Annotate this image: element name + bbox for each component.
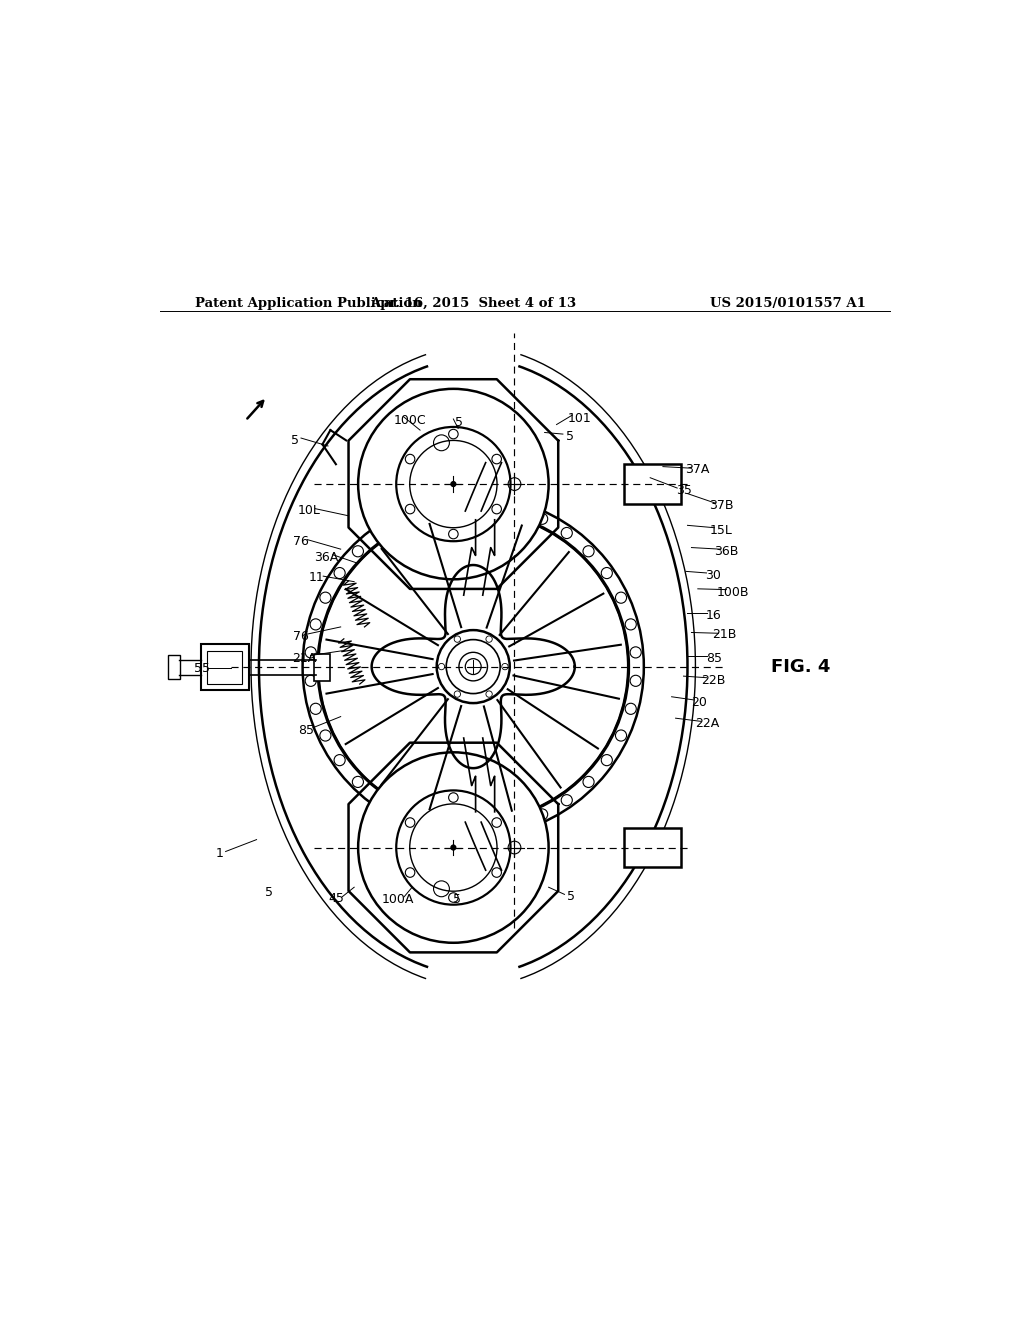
- Circle shape: [465, 659, 481, 675]
- Text: 16: 16: [706, 609, 722, 622]
- Text: 15L: 15L: [710, 524, 732, 537]
- Text: 10L: 10L: [298, 504, 321, 516]
- Text: 21A: 21A: [292, 652, 316, 665]
- Text: 37A: 37A: [685, 463, 710, 477]
- Circle shape: [449, 529, 458, 539]
- Circle shape: [502, 664, 508, 669]
- Circle shape: [615, 593, 627, 603]
- Bar: [624, 828, 681, 867]
- Circle shape: [436, 630, 510, 704]
- Circle shape: [425, 503, 436, 515]
- Circle shape: [374, 795, 385, 805]
- Text: 22A: 22A: [695, 717, 720, 730]
- Text: 21B: 21B: [713, 628, 737, 642]
- Bar: [168, 656, 180, 680]
- Circle shape: [626, 619, 636, 630]
- Circle shape: [630, 647, 641, 657]
- Circle shape: [561, 795, 572, 805]
- Text: 101: 101: [567, 412, 592, 425]
- Text: Apr. 16, 2015  Sheet 4 of 13: Apr. 16, 2015 Sheet 4 of 13: [370, 297, 577, 310]
- Text: FIG. 4: FIG. 4: [771, 657, 830, 676]
- Circle shape: [492, 867, 502, 878]
- Text: 37B: 37B: [710, 499, 734, 512]
- Circle shape: [601, 568, 612, 578]
- Circle shape: [486, 690, 493, 697]
- Text: 5: 5: [567, 890, 574, 903]
- Text: 85: 85: [299, 723, 314, 737]
- Circle shape: [492, 454, 502, 463]
- Circle shape: [510, 818, 521, 830]
- Text: 100B: 100B: [717, 586, 749, 598]
- Circle shape: [492, 818, 502, 828]
- Circle shape: [406, 818, 415, 828]
- Circle shape: [358, 752, 549, 942]
- Text: 36B: 36B: [714, 545, 738, 558]
- Text: 20: 20: [691, 696, 708, 709]
- Circle shape: [305, 676, 316, 686]
- Text: 5: 5: [291, 434, 299, 447]
- Text: 55: 55: [194, 661, 210, 675]
- Text: 5: 5: [454, 892, 462, 906]
- Circle shape: [319, 730, 331, 741]
- Circle shape: [310, 704, 322, 714]
- Circle shape: [438, 664, 444, 669]
- Circle shape: [374, 528, 385, 539]
- Text: 5: 5: [455, 416, 463, 429]
- Circle shape: [451, 482, 456, 487]
- Text: 30: 30: [705, 569, 721, 582]
- Text: 1: 1: [216, 846, 224, 859]
- Text: 5: 5: [566, 430, 574, 444]
- Text: 11: 11: [309, 572, 325, 585]
- Circle shape: [537, 809, 548, 820]
- Text: 100C: 100C: [393, 414, 426, 428]
- Text: US 2015/0101557 A1: US 2015/0101557 A1: [711, 297, 866, 310]
- Bar: [624, 465, 681, 504]
- Circle shape: [449, 793, 458, 803]
- Circle shape: [626, 704, 636, 714]
- Circle shape: [583, 545, 594, 557]
- Circle shape: [334, 568, 345, 578]
- Text: 22B: 22B: [700, 673, 725, 686]
- Circle shape: [455, 636, 461, 643]
- Circle shape: [492, 504, 502, 513]
- Circle shape: [310, 619, 322, 630]
- Circle shape: [510, 503, 521, 515]
- Circle shape: [406, 504, 415, 513]
- Text: 76: 76: [293, 535, 309, 548]
- Circle shape: [425, 818, 436, 830]
- Circle shape: [319, 593, 331, 603]
- Text: 76: 76: [293, 630, 309, 643]
- Circle shape: [358, 389, 549, 579]
- Text: Patent Application Publication: Patent Application Publication: [196, 297, 422, 310]
- Bar: [207, 651, 243, 684]
- Circle shape: [455, 690, 461, 697]
- Circle shape: [486, 636, 493, 643]
- Circle shape: [583, 776, 594, 788]
- Circle shape: [398, 513, 410, 524]
- Circle shape: [352, 545, 364, 557]
- Text: 45: 45: [328, 892, 344, 904]
- Circle shape: [615, 730, 627, 741]
- Bar: [313, 653, 330, 681]
- Circle shape: [451, 845, 456, 850]
- Circle shape: [601, 755, 612, 766]
- Circle shape: [449, 892, 458, 903]
- Circle shape: [406, 867, 415, 878]
- Circle shape: [305, 647, 316, 657]
- Circle shape: [537, 513, 548, 524]
- Bar: [201, 644, 249, 690]
- Text: 85: 85: [706, 652, 722, 665]
- Circle shape: [406, 454, 415, 463]
- Text: 36A: 36A: [314, 550, 339, 564]
- Text: 35: 35: [676, 484, 691, 496]
- Circle shape: [449, 429, 458, 438]
- Text: 100A: 100A: [382, 892, 414, 906]
- Circle shape: [352, 776, 364, 788]
- Circle shape: [398, 809, 410, 820]
- Text: 5: 5: [265, 886, 273, 899]
- Circle shape: [334, 755, 345, 766]
- Circle shape: [561, 528, 572, 539]
- Circle shape: [630, 676, 641, 686]
